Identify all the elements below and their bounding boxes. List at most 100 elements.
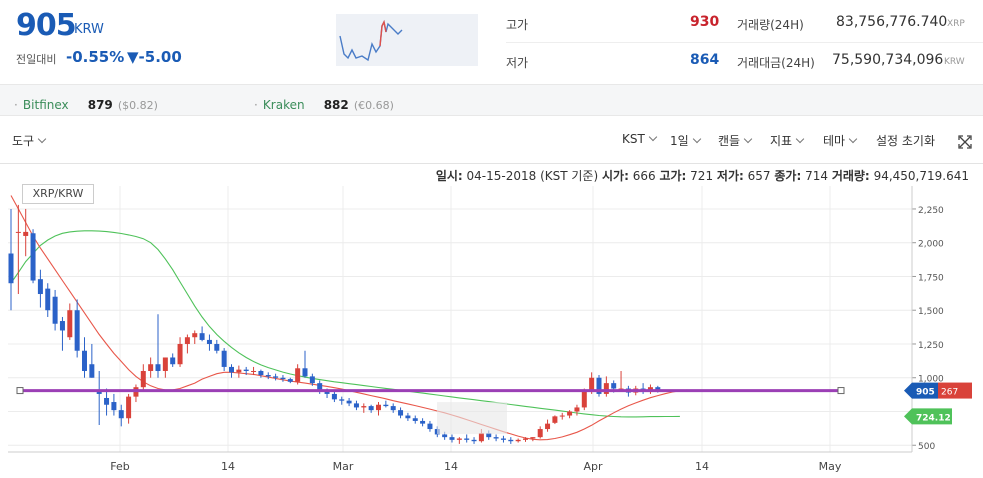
change-percent: -0.55%: [66, 48, 125, 66]
info-volume-label: 거래량:: [831, 169, 870, 183]
amount-value: 75,590,734,096: [832, 52, 944, 68]
candle-body: [37, 279, 43, 295]
candle-body: [30, 233, 36, 281]
candle-body: [148, 364, 154, 371]
exchange-name: Bitfinex: [22, 98, 69, 112]
candle-body: [126, 396, 132, 419]
chart-svg[interactable]: 500 1,000 1,250 1,500 1,750 2,000 2,250 Feb 14 Ma…: [0, 182, 983, 478]
candle-body: [353, 403, 359, 408]
candle-body: [530, 437, 536, 439]
chart-type-menu[interactable]: 캔들: [718, 132, 753, 149]
candle-body: [383, 404, 389, 407]
info-open: 666: [632, 169, 656, 183]
y-tick-label: 1,000: [918, 375, 944, 385]
candle-body: [287, 379, 293, 382]
fullscreen-icon[interactable]: [958, 134, 972, 149]
price-chart[interactable]: 500 1,000 1,250 1,500 1,750 2,000 2,250 Feb 14 Ma…: [0, 182, 983, 478]
tools-label: 도구: [12, 134, 35, 148]
candle-body: [398, 410, 404, 416]
candle-body: [89, 364, 95, 378]
y-tick-label: 1,500: [918, 307, 944, 317]
candle-body: [500, 438, 506, 440]
candle-body: [8, 253, 14, 284]
candle-body: [589, 377, 595, 392]
info-open-label: 시가:: [602, 169, 629, 183]
fullscreen-icon-svg: [958, 135, 972, 149]
info-low: 657: [747, 169, 771, 183]
low-value: 864: [690, 52, 720, 68]
sparkline-line: [339, 19, 403, 62]
candle-body: [346, 400, 352, 404]
reset-settings-button[interactable]: 설정 초기화: [876, 132, 935, 149]
exchange-price: 882: [323, 98, 349, 112]
price-tag-extra-bg: [938, 382, 972, 399]
candle-body: [170, 357, 176, 365]
candle-body: [309, 376, 315, 384]
x-tick-label: 14: [221, 460, 235, 473]
exchange-eur: (€0.68): [353, 99, 394, 112]
chevron-down-icon: [37, 134, 47, 144]
x-tick-label: 14: [444, 460, 458, 473]
candle-body: [236, 369, 242, 373]
candle-body: [559, 415, 565, 417]
sparkline-svg: [339, 19, 403, 62]
y-tick-label: 2,250: [918, 206, 944, 216]
change-amount: ▼-5.00: [127, 48, 182, 66]
candle-body: [412, 418, 418, 421]
candle-body: [655, 387, 661, 391]
indicator-menu[interactable]: 지표: [770, 132, 805, 149]
candle-body: [162, 357, 168, 371]
change-label: 전일대비: [16, 53, 57, 66]
y-tick-label: 1,750: [918, 273, 944, 283]
exchange-bar: · Bitfinex 879 ($0.82) · Kraken 882 (€0.…: [0, 84, 983, 116]
candle-body: [464, 438, 470, 440]
period-label: 1일: [670, 134, 689, 148]
candle-body: [567, 411, 573, 416]
candle-body: [140, 370, 146, 388]
candle-body: [427, 423, 433, 430]
candle-body: [478, 433, 484, 442]
candle-body: [552, 416, 558, 423]
candle-body: [52, 296, 58, 324]
candle-body: [206, 339, 212, 344]
candle-body: [324, 391, 330, 394]
candle-body: [515, 439, 521, 442]
candle-body: [104, 397, 110, 405]
chevron-down-icon: [648, 132, 658, 142]
candle-body: [243, 369, 249, 371]
price-tag-bg: [904, 382, 938, 399]
candle-body: [361, 406, 367, 408]
tools-menu[interactable]: 도구: [12, 132, 47, 149]
candle-body: [456, 438, 462, 440]
exchange-bitfinex[interactable]: · Bitfinex 879 ($0.82): [14, 98, 158, 112]
y-tick-label: 1,250: [918, 341, 944, 351]
chart-type-label: 캔들: [718, 134, 741, 148]
amount-unit: KRW: [944, 57, 965, 67]
period-menu[interactable]: 1일: [670, 132, 701, 149]
info-high-label: 고가:: [659, 169, 687, 183]
amount-label: 거래대금(24H): [737, 56, 815, 70]
current-price: 905: [16, 8, 77, 43]
exchange-name: Kraken: [262, 98, 305, 112]
candle-body: [390, 406, 396, 411]
ma-tag-text: 724.12: [916, 413, 951, 423]
line-handle-right: [837, 387, 845, 395]
info-low-label: 저가:: [716, 169, 744, 183]
candle-body: [265, 375, 271, 377]
y-tick-label: 2,000: [918, 240, 944, 250]
exchange-kraken[interactable]: · Kraken 882 (€0.68): [254, 98, 394, 112]
info-high: 721: [690, 169, 714, 183]
sparkline-red-segment: [379, 19, 387, 47]
low-label: 저가: [506, 56, 529, 70]
candle-body: [449, 437, 455, 440]
theme-menu[interactable]: 테마: [823, 132, 858, 149]
candle-body: [611, 383, 617, 389]
candle-body: [442, 434, 448, 438]
candle-body: [118, 410, 124, 419]
candle-body: [273, 376, 279, 378]
chevron-down-icon: [848, 134, 858, 144]
indicator-label: 지표: [770, 134, 793, 148]
candle-body: [74, 310, 80, 351]
timezone-menu[interactable]: KST: [622, 132, 658, 146]
candle-body: [537, 429, 543, 438]
